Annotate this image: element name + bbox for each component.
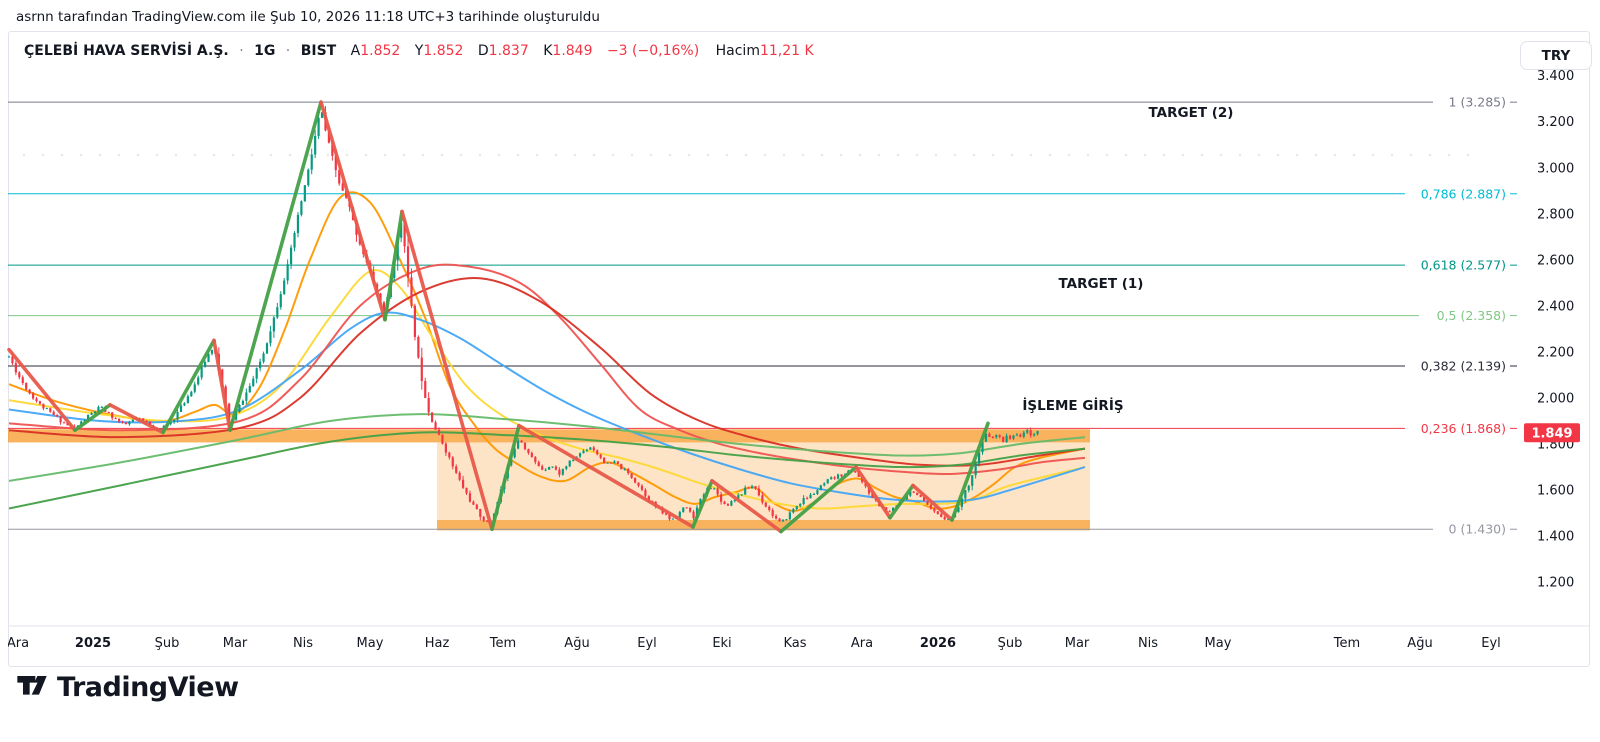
svg-text:1.849: 1.849: [1531, 426, 1572, 441]
fibonacci-retracement: 1 (3.285) 0,786 (2.887) 0,618 (2.577) 0,5 (…: [8, 95, 1517, 537]
low-label: D: [477, 43, 489, 59]
symbol-legend: ÇELEBİ HAVA SERVİSİ A.Ş. · 1G · BIST A1.…: [24, 43, 814, 59]
zone-rect: [8, 429, 1090, 443]
annotation-text: TARGET (1): [1059, 276, 1144, 292]
ma-red-1: [8, 263, 1086, 476]
interval-label[interactable]: 1G: [254, 43, 276, 59]
close-value: 1.849: [552, 43, 593, 59]
low-value: 1.837: [488, 43, 529, 59]
time-axis-tick: Şub: [998, 636, 1023, 651]
price-axis-tick: 1.200: [1537, 576, 1574, 591]
time-axis-tick: 2026: [920, 636, 956, 651]
zone-rect: [437, 520, 1090, 531]
legend-separator: ·: [285, 43, 291, 59]
fib-label: 0,236 (1.868): [1421, 421, 1506, 436]
chart-card: [8, 31, 1590, 667]
time-axis-tick: Şub: [155, 636, 180, 651]
time-axis-tick: Mar: [223, 636, 248, 651]
watermark-dots: [22, 153, 1470, 157]
high-label: Y: [414, 43, 424, 59]
price-axis-tick: 3.000: [1537, 161, 1574, 176]
time-axis-tick: Nis: [1138, 636, 1158, 651]
legend-separator: ·: [239, 43, 244, 59]
symbol-name[interactable]: ÇELEBİ HAVA SERVİSİ A.Ş.: [24, 43, 229, 59]
text-annotations: TARGET (2) TARGET (1) İŞLEME GİRİŞ: [1022, 105, 1233, 414]
last-price-badge: 1.849: [1524, 423, 1580, 443]
time-axis-tick: 2025: [75, 636, 111, 651]
fib-label: 0,786 (2.887): [1421, 186, 1506, 201]
tradingview-logo[interactable]: TradingView: [16, 672, 239, 703]
time-axis-tick: Haz: [425, 636, 450, 651]
time-axis-tick: Ara: [851, 636, 873, 651]
entry-zone-rectangles: [8, 429, 1090, 531]
time-axis-tick: Ara: [7, 636, 29, 651]
open-value: 1.852: [360, 43, 401, 59]
price-axis-tick: 2.800: [1537, 207, 1574, 222]
zigzag-indicator: [7, 100, 990, 534]
exchange-label: BIST: [300, 43, 337, 59]
fib-label: 1 (3.285): [1449, 95, 1506, 110]
annotation-text: TARGET (2): [1149, 105, 1234, 121]
time-axis-tick: Kas: [783, 636, 806, 651]
time-axis-tick: Ağu: [1407, 636, 1432, 651]
currency-toggle-button[interactable]: TRY: [1520, 41, 1592, 70]
ma-green-2: [8, 431, 1086, 510]
price-axis-tick: 1.600: [1537, 484, 1574, 499]
price-axis-tick: 2.200: [1537, 345, 1574, 360]
ma-green-1: [8, 413, 1086, 482]
zone-rect: [437, 442, 1090, 521]
high-value: 1.852: [423, 43, 464, 59]
time-axis-tick: May: [357, 636, 384, 651]
fib-label: 0,382 (2.139): [1421, 358, 1506, 373]
tradingview-logo-icon: [17, 675, 47, 695]
ma-red-2: [8, 277, 1086, 467]
fib-label: 0,5 (2.358): [1437, 308, 1506, 323]
time-axis-tick: Eyl: [637, 636, 657, 651]
fib-label: 0,618 (2.577): [1421, 258, 1506, 273]
open-label: A: [350, 43, 361, 59]
time-axis-tick: Ağu: [564, 636, 589, 651]
time-axis-tick: Tem: [1333, 636, 1360, 651]
annotation-text: İŞLEME GİRİŞ: [1022, 397, 1123, 414]
close-label: K: [543, 43, 553, 59]
volume-value: 11,21 K: [759, 43, 814, 59]
time-axis[interactable]: Ara 2025 Şub Mar Nis May Haz Tem Ağu Eyl Eki Kas Ara…: [7, 625, 1589, 651]
time-axis-tick: Tem: [489, 636, 516, 651]
time-axis-tick: Nis: [293, 636, 313, 651]
time-axis-tick: May: [1205, 636, 1232, 651]
change-value: −3 (−0,16%): [606, 43, 700, 59]
tradingview-logo-text: TradingView: [57, 672, 239, 703]
attribution-text: asrnn tarafından TradingView.com ile Şub…: [16, 9, 600, 25]
fib-label: 0 (1.430): [1449, 522, 1506, 537]
ma-blue: [8, 311, 1086, 503]
time-axis-tick: Eki: [712, 636, 731, 651]
time-axis-tick: Eyl: [1481, 636, 1501, 651]
price-axis-tick: 3.200: [1537, 115, 1574, 130]
price-axis-tick: 2.600: [1537, 253, 1574, 268]
volume-label: Hacim: [715, 43, 760, 59]
price-axis[interactable]: 3.400 3.200 3.000 2.800 2.600 2.400 2.200 2.000…: [1537, 69, 1574, 591]
price-axis-tick: 2.400: [1537, 299, 1574, 314]
price-axis-tick: 1.400: [1537, 530, 1574, 545]
price-axis-tick: 2.000: [1537, 391, 1574, 406]
price-axis-tick: 3.400: [1537, 69, 1574, 84]
time-axis-tick: Mar: [1065, 636, 1090, 651]
